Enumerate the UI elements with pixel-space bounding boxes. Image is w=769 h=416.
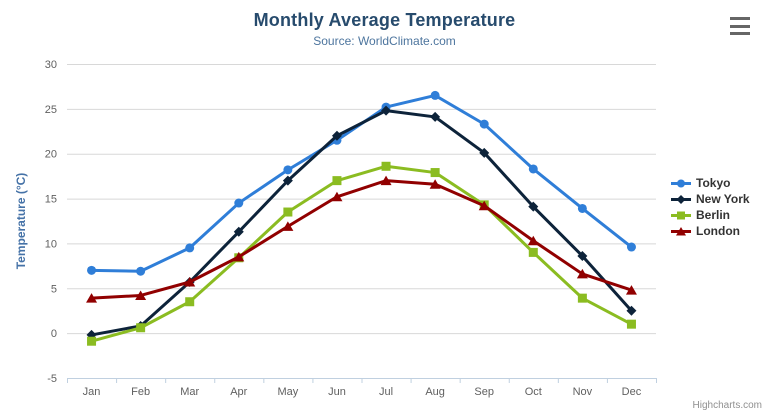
hamburger-icon [730, 24, 750, 28]
hamburger-icon [730, 32, 750, 35]
y-tick-label: 30 [45, 59, 57, 71]
x-category-label: Dec [622, 386, 642, 398]
data-point-london[interactable] [527, 235, 539, 246]
legend-label: Berlin [696, 208, 731, 222]
data-point-new-york[interactable] [282, 175, 293, 186]
y-tick-label: 20 [45, 149, 57, 161]
series-line-new-york[interactable] [90, 109, 633, 337]
data-point-london[interactable] [429, 179, 441, 189]
data-point-berlin[interactable] [87, 336, 97, 346]
data-point-london[interactable] [478, 200, 490, 211]
legend-label: New York [696, 192, 750, 206]
data-point-london[interactable] [233, 251, 245, 262]
data-point-tokyo[interactable] [626, 242, 636, 252]
legend-label: London [696, 224, 740, 238]
data-point-tokyo[interactable] [577, 203, 587, 213]
x-category-label: Jun [328, 386, 346, 398]
y-tick-label: 25 [45, 104, 57, 116]
y-tick-label: 15 [45, 194, 57, 206]
x-category-label: Feb [131, 386, 150, 398]
y-tick-label: -5 [47, 373, 57, 385]
data-point-new-york[interactable] [479, 147, 490, 158]
x-category-label: Jan [83, 386, 101, 398]
y-tick-label: 10 [45, 238, 57, 250]
legend: Tokyo New York Berlin London [671, 177, 750, 238]
data-point-london[interactable] [331, 191, 343, 202]
data-point-london[interactable] [86, 293, 98, 303]
legend-item-berlin[interactable]: Berlin [671, 209, 750, 222]
data-point-berlin[interactable] [283, 207, 293, 217]
data-point-new-york[interactable] [577, 250, 588, 261]
legend-marker-square-icon [671, 211, 691, 220]
data-point-london[interactable] [625, 285, 637, 295]
legend-label: Tokyo [696, 176, 731, 190]
legend-item-london[interactable]: London [671, 225, 750, 238]
data-point-berlin[interactable] [626, 319, 636, 329]
data-point-new-york[interactable] [430, 111, 441, 122]
data-point-new-york[interactable] [528, 201, 539, 212]
data-point-berlin[interactable] [381, 161, 391, 171]
data-point-tokyo[interactable] [136, 266, 146, 276]
data-point-berlin[interactable] [430, 168, 440, 178]
data-point-berlin[interactable] [528, 247, 538, 257]
data-point-tokyo[interactable] [234, 198, 244, 208]
x-category-label: Nov [573, 386, 593, 398]
x-category-label: Jul [379, 386, 393, 398]
data-point-london[interactable] [135, 290, 147, 300]
x-category-label: Oct [525, 386, 542, 398]
x-category-label: Mar [180, 386, 199, 398]
series-line-berlin[interactable] [90, 164, 633, 343]
data-point-new-york[interactable] [233, 226, 244, 237]
data-point-london[interactable] [380, 175, 392, 186]
data-point-berlin[interactable] [332, 176, 342, 186]
data-point-new-york[interactable] [626, 305, 637, 316]
legend-marker-circle-icon [671, 179, 691, 188]
legend-marker-triangle-icon [671, 227, 691, 236]
data-point-new-york[interactable] [381, 105, 392, 116]
data-point-london[interactable] [184, 277, 196, 287]
export-menu-button[interactable] [730, 17, 750, 35]
x-category-label: Sep [474, 386, 494, 398]
credits-link[interactable]: Highcharts.com [692, 400, 762, 411]
legend-marker-diamond-icon [671, 195, 691, 204]
x-category-label: Apr [230, 386, 247, 398]
legend-item-new-york[interactable]: New York [671, 193, 750, 206]
legend-item-tokyo[interactable]: Tokyo [671, 177, 750, 190]
data-point-tokyo[interactable] [283, 165, 293, 175]
y-axis-title: Temperature (°C) [14, 173, 28, 270]
data-point-tokyo[interactable] [430, 90, 440, 100]
data-point-london[interactable] [576, 268, 588, 279]
y-tick-label: 5 [51, 283, 57, 295]
data-point-berlin[interactable] [136, 323, 146, 333]
data-point-london[interactable] [282, 221, 294, 231]
hamburger-icon [730, 17, 750, 20]
data-point-tokyo[interactable] [87, 265, 97, 275]
data-point-tokyo[interactable] [185, 243, 195, 253]
data-point-new-york[interactable] [331, 130, 342, 141]
data-point-berlin[interactable] [577, 293, 587, 303]
data-point-tokyo[interactable] [479, 119, 489, 129]
chart-title: Monthly Average Temperature [253, 10, 516, 30]
chart-subtitle: Source: WorldClimate.com [313, 34, 456, 48]
data-point-tokyo[interactable] [528, 164, 538, 174]
x-category-label: May [277, 386, 298, 398]
data-point-berlin[interactable] [185, 297, 195, 307]
y-tick-label: 0 [51, 328, 57, 340]
x-category-label: Aug [425, 386, 445, 398]
series-line-london[interactable] [90, 179, 633, 300]
